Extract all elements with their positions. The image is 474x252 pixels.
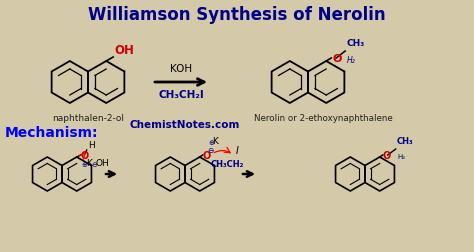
- Text: O: O: [81, 150, 89, 160]
- Text: H₂: H₂: [347, 56, 356, 65]
- Text: CH₃: CH₃: [346, 39, 365, 48]
- Text: Williamson Synthesis of Nerolin: Williamson Synthesis of Nerolin: [88, 6, 386, 24]
- Text: ⊖: ⊖: [92, 161, 98, 167]
- Text: ⊕: ⊕: [209, 139, 215, 145]
- Text: I: I: [236, 145, 238, 155]
- Text: H₂: H₂: [398, 153, 406, 159]
- Text: OH: OH: [96, 158, 109, 167]
- Text: CH₃: CH₃: [397, 137, 413, 145]
- Text: O: O: [332, 54, 342, 64]
- Text: O: O: [203, 150, 211, 160]
- Text: H: H: [88, 140, 94, 149]
- Text: OH: OH: [114, 44, 134, 57]
- Text: K: K: [86, 158, 91, 167]
- Text: ⊖: ⊖: [208, 145, 214, 154]
- Text: ⊕: ⊕: [82, 161, 88, 167]
- Text: Nerolin or 2-ethoxynaphthalene: Nerolin or 2-ethoxynaphthalene: [254, 114, 392, 122]
- Text: ChemistNotes.com: ChemistNotes.com: [130, 119, 240, 130]
- Text: Mechanism:: Mechanism:: [5, 125, 99, 139]
- Text: CH₃CH₂I: CH₃CH₂I: [158, 90, 204, 100]
- Text: K: K: [212, 137, 218, 145]
- Text: O: O: [383, 150, 391, 160]
- Text: CH₃CH₂: CH₃CH₂: [211, 159, 244, 168]
- Text: naphthalen-2-ol: naphthalen-2-ol: [52, 114, 124, 122]
- Text: KOH: KOH: [170, 64, 192, 74]
